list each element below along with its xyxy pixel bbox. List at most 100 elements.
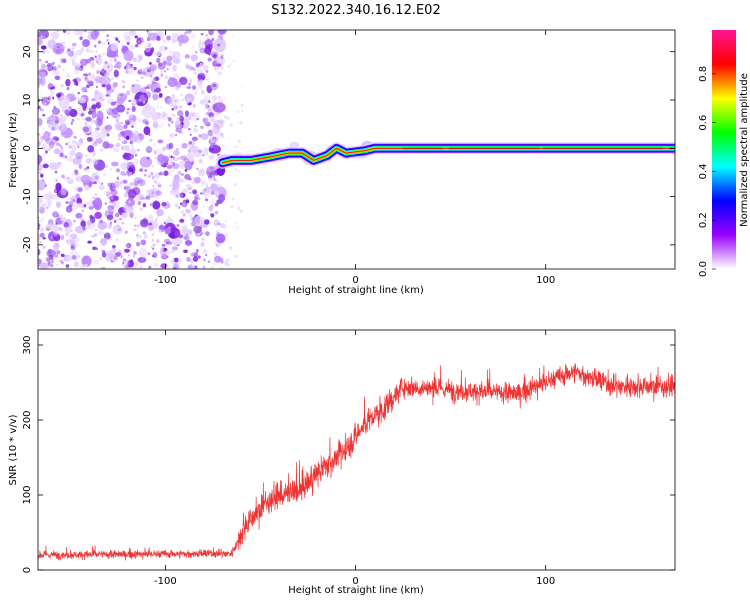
spectrogram-noise-blob — [38, 105, 41, 110]
spectrogram-noise-blob — [113, 69, 119, 78]
spectrogram-noise-blob — [194, 51, 198, 54]
spectrogram-noise-blob — [147, 42, 152, 48]
spectrogram-noise-blob — [32, 225, 38, 230]
spectrogram-noise-blob — [168, 155, 171, 158]
snr-y-tick-label: 300 — [22, 335, 33, 354]
spectrogram-noise-blob — [56, 250, 61, 255]
spectrogram-noise-blob — [157, 96, 161, 99]
spectrogram-noise-blob — [137, 36, 144, 43]
spectrogram-noise-blob — [133, 254, 136, 258]
spectrogram-noise-blob — [175, 194, 179, 198]
spectrogram-noise-blob — [43, 35, 46, 39]
spectrogram-noise-blob — [201, 135, 208, 141]
spectrogram-noise-blob — [175, 86, 180, 91]
spectrogram-noise-blob — [157, 153, 165, 163]
spectrogram-noise-blob — [150, 245, 155, 250]
spectrogram-noise-blob — [164, 46, 168, 50]
spectrogram-noise-blob — [142, 231, 146, 235]
spectrogram-noise-blob — [156, 208, 164, 217]
spectrogram-noise-blob — [38, 258, 42, 265]
spectrogram-noise-blob — [180, 113, 184, 117]
spectrogram-noise-blob — [96, 110, 104, 122]
spectrogram-noise-blob — [166, 203, 171, 208]
spectrogram-noise-blob — [84, 76, 87, 80]
spectrogram-noise-blob — [132, 228, 137, 232]
spectrogram-noise-blob — [70, 244, 74, 249]
spectrogram-noise-blob — [38, 58, 42, 62]
spectrogram-noise-blob — [114, 211, 120, 217]
spectrogram-noise-blob — [54, 253, 59, 258]
spectrogram-noise-blob — [119, 184, 123, 188]
spectrogram-noise-blob — [205, 231, 210, 236]
spectrogram-noise-blob — [134, 35, 139, 39]
spectrogram-noise-blob — [78, 96, 87, 104]
spectrogram-noise-blob — [147, 32, 150, 35]
spectrogram-noise-blob — [172, 39, 176, 44]
spectrogram-noise-blob — [198, 158, 203, 164]
spectrogram-noise-blob — [71, 42, 77, 47]
spectrogram-x-axis-label: Height of straight line (km) — [288, 285, 424, 296]
spectrogram-noise-dot — [223, 97, 226, 100]
spectrogram-noise-blob — [137, 200, 142, 206]
spectrogram-noise-blob — [112, 86, 116, 90]
spectrogram-noise-blob — [119, 217, 122, 221]
spectrogram-noise-blob — [211, 265, 214, 269]
spectrogram-noise-blob — [120, 107, 123, 110]
spectrogram-noise-blob — [199, 62, 203, 67]
snr-y-tick-label: 0 — [22, 567, 33, 573]
spectrogram-noise-blob — [149, 138, 153, 143]
spectrogram-noise-dot — [235, 221, 238, 224]
spectrogram-noise-blob — [107, 226, 111, 230]
spectrogram-noise-blob — [136, 233, 139, 237]
spectrogram-noise-blob — [106, 34, 109, 38]
spectrogram-noise-blob — [169, 96, 177, 106]
spectrogram-noise-blob — [182, 55, 186, 58]
spectrogram-noise-blob — [107, 109, 110, 112]
spectrogram-noise-blob — [125, 244, 129, 248]
spectrogram-noise-dot — [236, 110, 239, 114]
spectrogram-noise-blob — [149, 64, 157, 71]
spectrogram-noise-blob — [173, 157, 179, 162]
spectrogram-noise-blob — [207, 129, 213, 137]
spectrogram-noise-blob — [143, 173, 147, 177]
spectrogram-noise-blob — [69, 51, 78, 61]
spectrogram-noise-blob — [197, 196, 201, 200]
spectrogram-noise-blob — [47, 83, 54, 91]
spectrogram-noise-blob — [198, 40, 202, 44]
spectrogram-noise-blob — [154, 200, 157, 203]
spectrogram-noise-blob — [190, 253, 194, 257]
spectrogram-noise-blob — [54, 75, 61, 80]
spectrogram-noise-blob — [166, 55, 173, 62]
spectrogram-noise-blob — [167, 139, 170, 142]
spectrogram-noise-blob — [95, 101, 102, 109]
spectrogram-noise-blob — [140, 195, 144, 199]
spectrogram-noise-blob — [155, 87, 162, 93]
spectrogram-noise-blob — [125, 207, 132, 215]
spectrogram-noise-blob — [60, 220, 65, 226]
spectrogram-noise-blob — [120, 48, 123, 52]
spectrogram-noise-blob — [51, 114, 54, 117]
spectrogram-noise-blob — [135, 241, 141, 247]
spectrogram-noise-dot — [233, 35, 236, 37]
spectrogram-noise-blob — [191, 264, 196, 269]
spectrogram-noise-blob — [75, 96, 80, 100]
spectrogram-noise-blob — [111, 161, 119, 167]
spectrogram-noise-blob — [135, 79, 140, 82]
spectrogram-noise-blob — [190, 81, 193, 83]
spectrogram-noise-blob — [106, 72, 110, 77]
spectrogram-noise-blob — [120, 94, 123, 97]
spectrogram-y-tick-label: -10 — [22, 188, 33, 204]
spectrogram-noise-blob — [164, 75, 169, 80]
spectrogram-noise-blob — [201, 181, 204, 184]
spectrogram-noise-blob — [149, 74, 153, 78]
spectrogram-noise-blob — [151, 164, 155, 168]
spectrogram-noise-blob — [71, 143, 77, 152]
spectrogram-noise-blob — [126, 159, 129, 162]
spectrogram-noise-blob — [61, 261, 64, 264]
spectrogram-noise-blob — [171, 237, 183, 247]
spectrogram-noise-blob — [156, 35, 161, 42]
spectrogram-noise-blob — [122, 31, 132, 40]
spectrogram-noise-blob — [211, 95, 218, 101]
spectrogram-noise-blob — [78, 107, 82, 111]
spectrogram-noise-blob — [125, 135, 130, 141]
